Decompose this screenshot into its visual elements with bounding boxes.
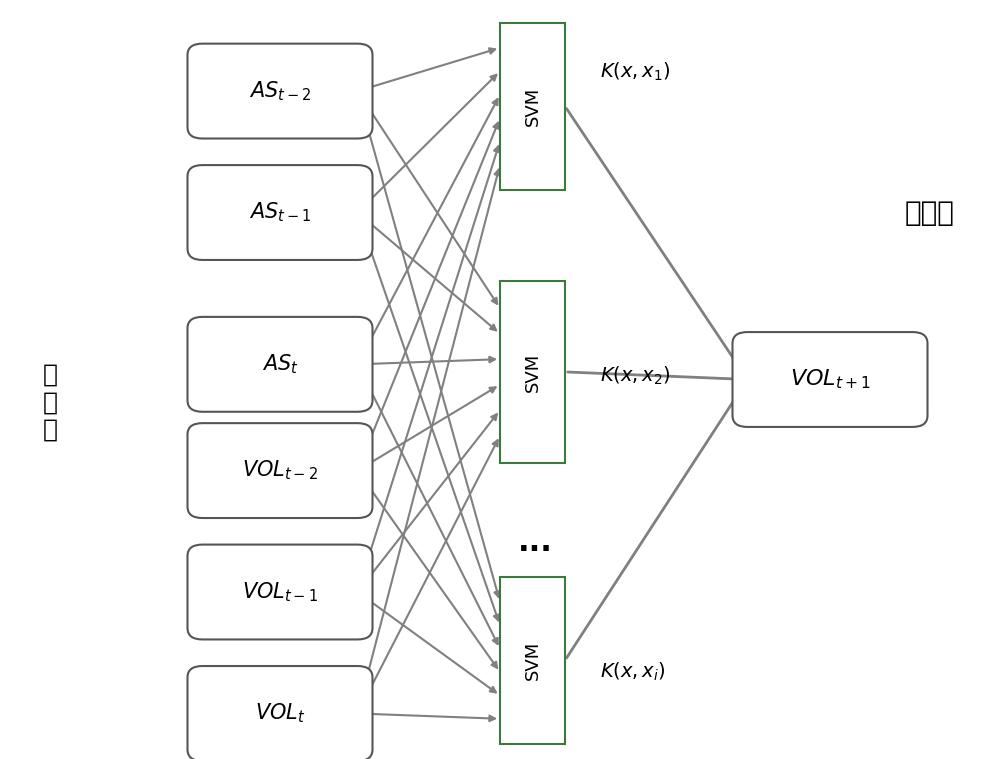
Text: SVM: SVM: [524, 352, 542, 392]
FancyBboxPatch shape: [188, 43, 372, 138]
Text: $K(x,x_2)$: $K(x,x_2)$: [600, 364, 671, 387]
Text: $AS_{t-2}$: $AS_{t-2}$: [249, 79, 311, 103]
Bar: [500, 23, 565, 190]
Text: $AS_t$: $AS_t$: [262, 352, 298, 376]
Text: $VOL_{t-1}$: $VOL_{t-1}$: [242, 580, 318, 604]
FancyBboxPatch shape: [732, 332, 928, 427]
Text: $K(x,x_1)$: $K(x,x_1)$: [600, 61, 671, 83]
Text: ...: ...: [518, 528, 552, 557]
Bar: [500, 577, 565, 744]
Text: SVM: SVM: [524, 87, 542, 126]
FancyBboxPatch shape: [188, 423, 372, 518]
FancyBboxPatch shape: [188, 165, 372, 260]
Bar: [500, 281, 565, 463]
Text: $K(x,x_i)$: $K(x,x_i)$: [600, 660, 666, 683]
FancyBboxPatch shape: [188, 666, 372, 759]
Text: $VOL_t$: $VOL_t$: [255, 701, 305, 726]
Text: 自
变
量: 自 变 量: [42, 363, 58, 442]
Text: $VOL_{t+1}$: $VOL_{t+1}$: [790, 367, 870, 392]
Text: SVM: SVM: [524, 641, 542, 680]
FancyBboxPatch shape: [188, 545, 372, 639]
Text: 因变量: 因变量: [905, 199, 955, 226]
FancyBboxPatch shape: [188, 317, 372, 411]
Text: $VOL_{t-2}$: $VOL_{t-2}$: [242, 458, 318, 483]
Text: $AS_{t-1}$: $AS_{t-1}$: [249, 200, 311, 225]
